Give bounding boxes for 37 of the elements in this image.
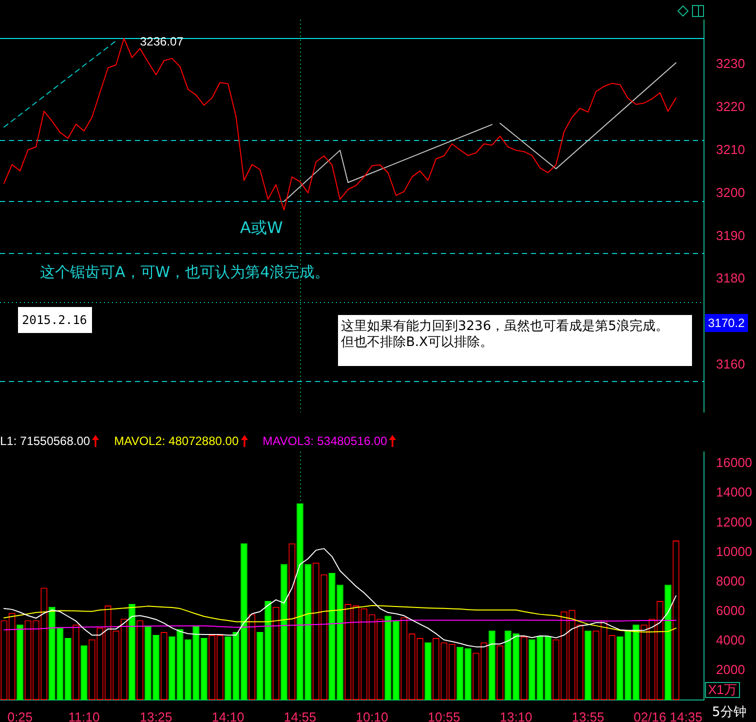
y-tick-label: 3190: [716, 228, 745, 243]
annotation: 这里如果有能力回到3236，虽然也可看成是第5浪完成。: [341, 319, 668, 334]
y-tick-label: 6000: [716, 602, 745, 618]
text: MAVOL3: 53480516.00: [262, 434, 388, 448]
annotation: 这个锯齿可A，可W，也可认为第4浪完成。: [40, 262, 330, 282]
x-tick-label: 11:10: [68, 709, 100, 722]
x-tick-label: 10:10: [356, 709, 388, 722]
y-tick-label: 2000: [716, 662, 745, 678]
annotation: 但也不排除B.X可以排除。: [340, 334, 494, 352]
annotation: 2015.2.16: [18, 307, 92, 334]
x-tick-label: 10:55: [428, 709, 460, 722]
y-tick-label: 12000: [716, 514, 752, 530]
y-tick-label: 3160: [716, 356, 745, 372]
y-tick-label: 4000: [716, 632, 745, 648]
y-tick-label: 3220: [716, 98, 745, 114]
y-tick-label: 16000: [716, 455, 752, 470]
annotation: 3236.07: [140, 34, 184, 49]
y-tick-label: 3200: [716, 184, 745, 200]
y-tick-label: 14000: [716, 484, 752, 500]
x-tick-label: 14:55: [284, 709, 316, 722]
x-tick-label: 0:25: [7, 709, 33, 722]
annotation: A或W: [240, 217, 283, 239]
y-tick-label: 3180: [716, 270, 745, 286]
y-tick-label: 3210: [716, 142, 745, 157]
x-tick-label: 13:25: [140, 709, 172, 722]
y-tick-label: 8000: [716, 573, 745, 588]
text: MAVOL2: 48072880.00: [114, 434, 239, 448]
y-axis-title: X1万: [705, 682, 740, 698]
text: 5分钟: [712, 704, 746, 722]
y-tick-label: 3230: [716, 56, 745, 72]
text: 3170.2: [705, 314, 748, 332]
text: L1: 71550568.00: [0, 434, 90, 448]
x-tick-label: 02/16 14:35: [634, 709, 702, 722]
x-tick-label: 13:10: [500, 709, 532, 722]
y-tick-label: 10000: [716, 544, 752, 559]
x-tick-label: 13:55: [572, 709, 604, 722]
x-tick-label: 14:10: [212, 709, 244, 722]
